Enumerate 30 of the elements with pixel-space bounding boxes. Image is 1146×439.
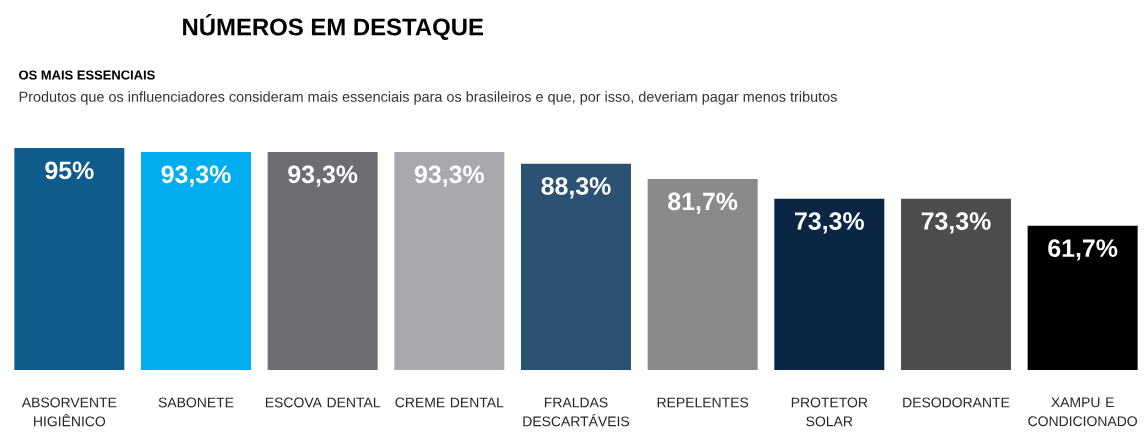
x-tick-label: SABONETE bbox=[158, 397, 234, 408]
data-label: 93,3% bbox=[414, 165, 484, 187]
chart-subtitle: OS MAIS ESSENCIAIS bbox=[19, 70, 155, 80]
data-label: 81,7% bbox=[668, 192, 738, 214]
bar bbox=[520, 163, 631, 370]
x-tick-label: XAMPU E CONDICIONADO bbox=[1028, 397, 1137, 427]
chart-title: NÚMEROS EM DESTAQUE bbox=[183, 14, 484, 40]
bar bbox=[647, 179, 758, 370]
data-label: 95% bbox=[45, 161, 94, 180]
x-tick-label: FRALDAS DESCARTÁVEIS bbox=[523, 397, 630, 427]
bar bbox=[900, 198, 1011, 370]
x-tick-label: PROTETOR SOLAR bbox=[791, 397, 868, 427]
bar bbox=[774, 198, 885, 370]
data-label: 73,3% bbox=[921, 212, 991, 234]
bar bbox=[267, 151, 378, 370]
bar bbox=[14, 148, 125, 370]
text: Produtos que os influenciadores consideram mais essenciais para os brasileiros e que, por isso, deveriam pagar menos tributos bbox=[19, 91, 837, 105]
x-tick-label: ESCOVA DENTAL bbox=[265, 397, 381, 408]
data-label: 88,3% bbox=[541, 177, 611, 199]
x-tick-label: ABSORVENTE HIGIÊNICO bbox=[21, 397, 117, 427]
data-label: 61,7% bbox=[1048, 239, 1118, 261]
x-tick-label: REPELENTES bbox=[657, 397, 749, 408]
data-label: 93,3% bbox=[288, 165, 358, 187]
bar bbox=[1027, 225, 1138, 370]
x-tick-label: DESODORANTE bbox=[903, 397, 1010, 408]
bar bbox=[394, 151, 505, 370]
bar bbox=[141, 151, 252, 370]
data-label: 73,3% bbox=[795, 212, 864, 234]
x-tick-label: CREME DENTAL bbox=[395, 397, 504, 408]
data-label: 93,3% bbox=[161, 165, 231, 187]
